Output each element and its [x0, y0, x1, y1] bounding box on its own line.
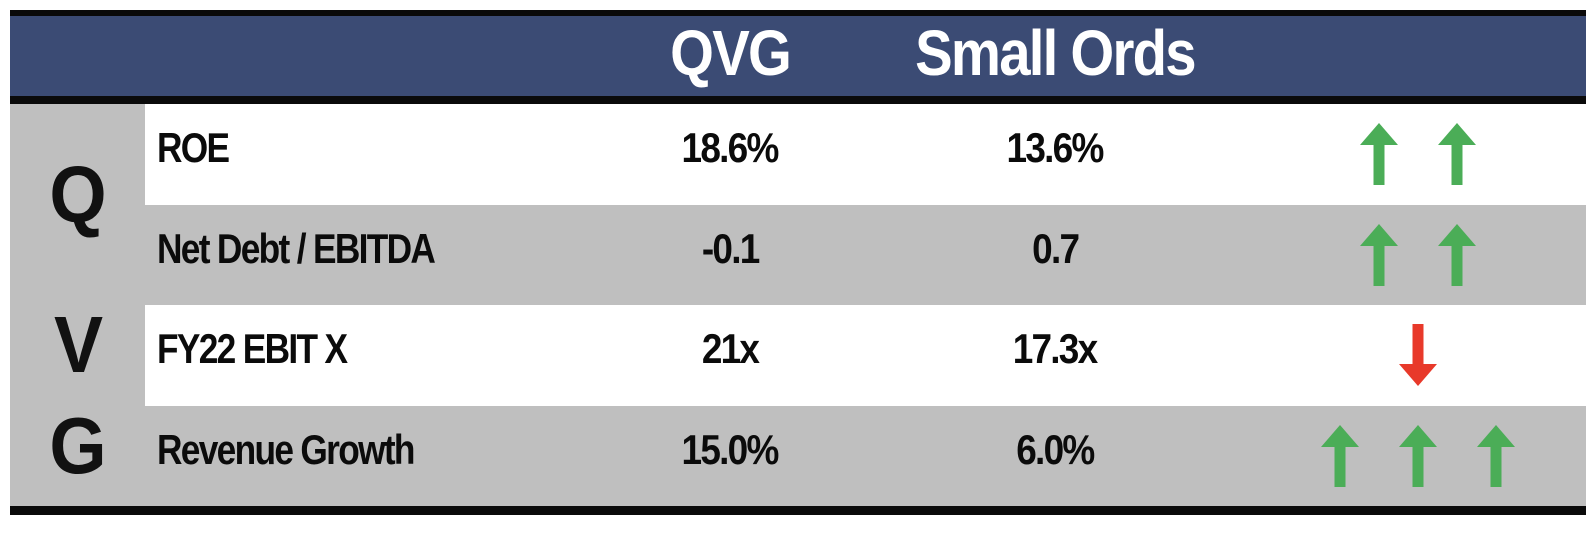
small-ords-value-text: 17.3x — [1013, 325, 1098, 373]
signal-arrows — [1250, 223, 1586, 286]
metric-label: Net Debt / EBITDA — [145, 225, 600, 285]
metric-label: Revenue Growth — [145, 426, 600, 486]
header-spacer — [10, 53, 600, 59]
table-row-fy22-ebit-x: FY22 EBIT X 21x 17.3x — [145, 305, 1586, 406]
qvg-value-text: 21x — [701, 325, 760, 373]
metric-label-text: Revenue Growth — [157, 425, 415, 473]
header-spacer-right — [1250, 53, 1586, 59]
signal-arrows — [1250, 123, 1586, 186]
down-arrow-icon — [1399, 324, 1437, 387]
qvg-comparison-table: QVG Small Ords Q V G — [10, 10, 1586, 515]
group-value: V — [10, 300, 145, 406]
column-header-qvg-label: QVG — [670, 17, 792, 89]
group-letter-v: V — [53, 300, 103, 390]
signal-arrows — [1250, 324, 1586, 387]
table-row-net-debt-ebitda: Net Debt / EBITDA -0.1 0.7 — [145, 204, 1586, 305]
qvg-value-text: 18.6% — [681, 124, 780, 172]
up-arrow-icon — [1399, 424, 1437, 487]
up-arrow-icon — [1360, 123, 1398, 186]
metric-label-text: FY22 EBIT X — [157, 325, 348, 373]
qvg-value: -0.1 — [600, 225, 860, 285]
qvg-value: 15.0% — [600, 426, 860, 486]
small-ords-value-text: 0.7 — [1031, 224, 1080, 272]
metric-label-text: ROE — [157, 124, 230, 172]
qvg-value: 21x — [600, 325, 860, 385]
up-arrow-icon — [1360, 223, 1398, 286]
table-row-roe: ROE 18.6% 13.6% — [145, 104, 1586, 205]
small-ords-value: 6.0% — [860, 426, 1250, 486]
column-header-qvg: QVG — [600, 16, 860, 96]
metric-label: ROE — [145, 124, 600, 184]
group-growth: G — [10, 401, 145, 507]
up-arrow-icon — [1321, 424, 1359, 487]
qvg-letter-strip: Q V G — [10, 104, 145, 506]
table-row-revenue-growth: Revenue Growth 15.0% 6.0% — [145, 405, 1586, 506]
up-arrow-icon — [1438, 223, 1476, 286]
qvg-value: 18.6% — [600, 124, 860, 184]
small-ords-value-text: 6.0% — [1016, 425, 1095, 473]
up-arrow-icon — [1477, 424, 1515, 487]
column-header-small-ords-label: Small Ords — [915, 17, 1197, 89]
signal-arrows — [1250, 424, 1586, 487]
column-header-small-ords: Small Ords — [860, 16, 1250, 96]
group-letter-q: Q — [49, 149, 107, 239]
metric-label-text: Net Debt / EBITDA — [157, 224, 436, 272]
qvg-value-text: 15.0% — [681, 425, 780, 473]
qvg-value-text: -0.1 — [701, 224, 760, 272]
metric-label: FY22 EBIT X — [145, 325, 600, 385]
small-ords-value: 13.6% — [860, 124, 1250, 184]
small-ords-value: 0.7 — [860, 225, 1250, 285]
group-quality: Q — [10, 104, 145, 305]
table-body: Q V G ROE 18.6% 13.6% Net Debt / — [10, 104, 1586, 506]
table-header-row: QVG Small Ords — [10, 16, 1586, 104]
up-arrow-icon — [1438, 123, 1476, 186]
small-ords-value: 17.3x — [860, 325, 1250, 385]
small-ords-value-text: 13.6% — [1006, 124, 1105, 172]
group-letter-g: G — [49, 400, 107, 490]
table-rows: ROE 18.6% 13.6% Net Debt / EBITDA -0.1 0… — [145, 104, 1586, 506]
